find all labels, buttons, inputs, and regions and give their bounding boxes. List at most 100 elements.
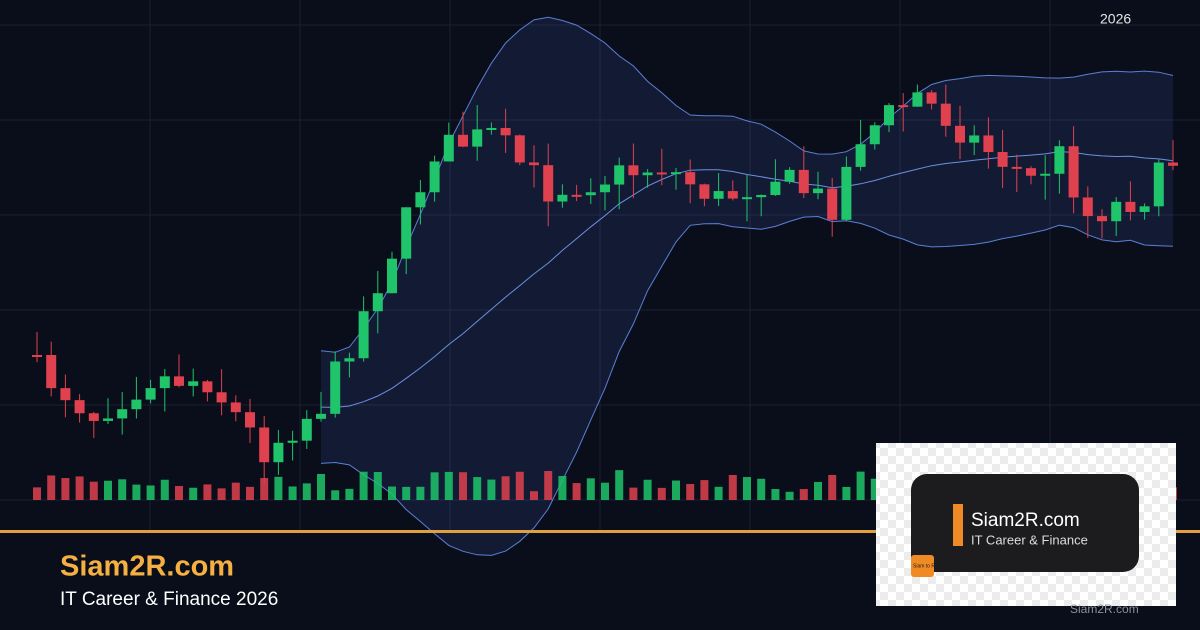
candle-body [60,388,71,401]
candle-body [174,376,184,386]
candle-body [756,195,767,198]
band-lower [320,215,1174,556]
candle-body [940,103,951,126]
volume-bar [231,482,240,500]
candle-body [486,127,497,130]
card-icon-label: Siam to Rich [913,563,942,569]
volume-bar [643,479,652,500]
footer-subtitle: IT Career & Finance 2026 [60,589,278,610]
volume-bar [842,486,851,500]
volume-bar [89,481,98,500]
card-icon [911,555,934,577]
candle-body [472,129,483,147]
candle-body [387,258,397,294]
volume-bar [160,479,169,500]
volume-bar [146,485,155,500]
candle-body [571,194,582,197]
volume-bar [104,480,112,500]
candle-body [656,172,667,175]
candle-body [912,92,923,107]
candle-body [898,105,909,108]
volume-bar [785,491,794,500]
candle-body [103,418,113,421]
card-subtitle: IT Career & Finance [971,532,1088,547]
candle-body [983,135,994,153]
candle-body [855,144,866,167]
logo-card: Siam2R.com IT Career & Finance Siam to R… [876,443,1176,606]
candle-body [628,165,639,176]
volume-bar [530,491,538,500]
candle-body [543,165,554,202]
candle-body [869,125,880,145]
candle-body [727,191,738,199]
volume-bar [317,473,325,500]
candle-body [798,169,809,194]
candle-body [1068,146,1079,198]
candle-body [245,412,255,428]
volume-bar [615,470,624,500]
candle-body [443,134,454,162]
candle-body [600,184,610,193]
candle-body [429,161,440,193]
candle-body [46,355,57,389]
volume-bar [189,487,198,500]
volume-bar [359,471,368,500]
volume-bar [700,480,709,500]
volume-bar [544,471,553,500]
volume-bar [61,478,70,500]
candle-body [955,125,965,143]
volume-bar [501,476,510,500]
volume-bar [828,474,837,500]
candle-body [1125,201,1136,212]
candle-body [685,172,696,185]
volume-bar [714,486,723,500]
candle-body [117,409,128,419]
volume-bar [217,488,226,500]
volume-bar [288,486,297,500]
candle-body [216,392,227,403]
candle-body [415,192,426,208]
card-title: Siam2R.com [971,510,1080,531]
candle-body [159,376,170,389]
volume-bar [260,478,269,500]
candle-body [344,358,355,362]
volume-bar [799,489,808,500]
volume-bar [515,471,524,500]
candle-body [358,311,369,359]
candle-body [273,442,284,463]
candle-body [1040,173,1051,176]
volume-bar [274,476,283,500]
volume-bar [728,474,737,500]
candle-body [529,162,539,166]
volume-bar [132,484,141,500]
volume-bar [402,486,411,500]
volume-bar [118,479,127,500]
card-panel [911,474,1139,572]
candle-body [713,191,724,199]
candle-body [74,400,85,414]
volume-bar [345,488,354,500]
candle-body [699,184,710,199]
candle-body [88,413,99,421]
candle-body [330,361,341,414]
volume-bar [473,477,482,500]
candle-body [1097,216,1107,222]
candle-body [671,172,681,175]
candle-body [557,194,568,202]
volume-bar [75,476,84,500]
volume-bar [416,486,425,500]
candle-body [401,207,412,259]
candle-body [1153,162,1164,207]
volume-bar [856,471,865,500]
candle-body [642,172,653,176]
volume-bar [572,483,581,500]
candle-body [841,166,852,220]
candle-body [827,188,838,220]
volume-bar [175,485,183,500]
volume-bar [814,481,822,500]
volume-bar [459,472,467,500]
volume-bar [47,475,56,500]
volume-bar [657,487,666,500]
candle-body [458,134,468,147]
